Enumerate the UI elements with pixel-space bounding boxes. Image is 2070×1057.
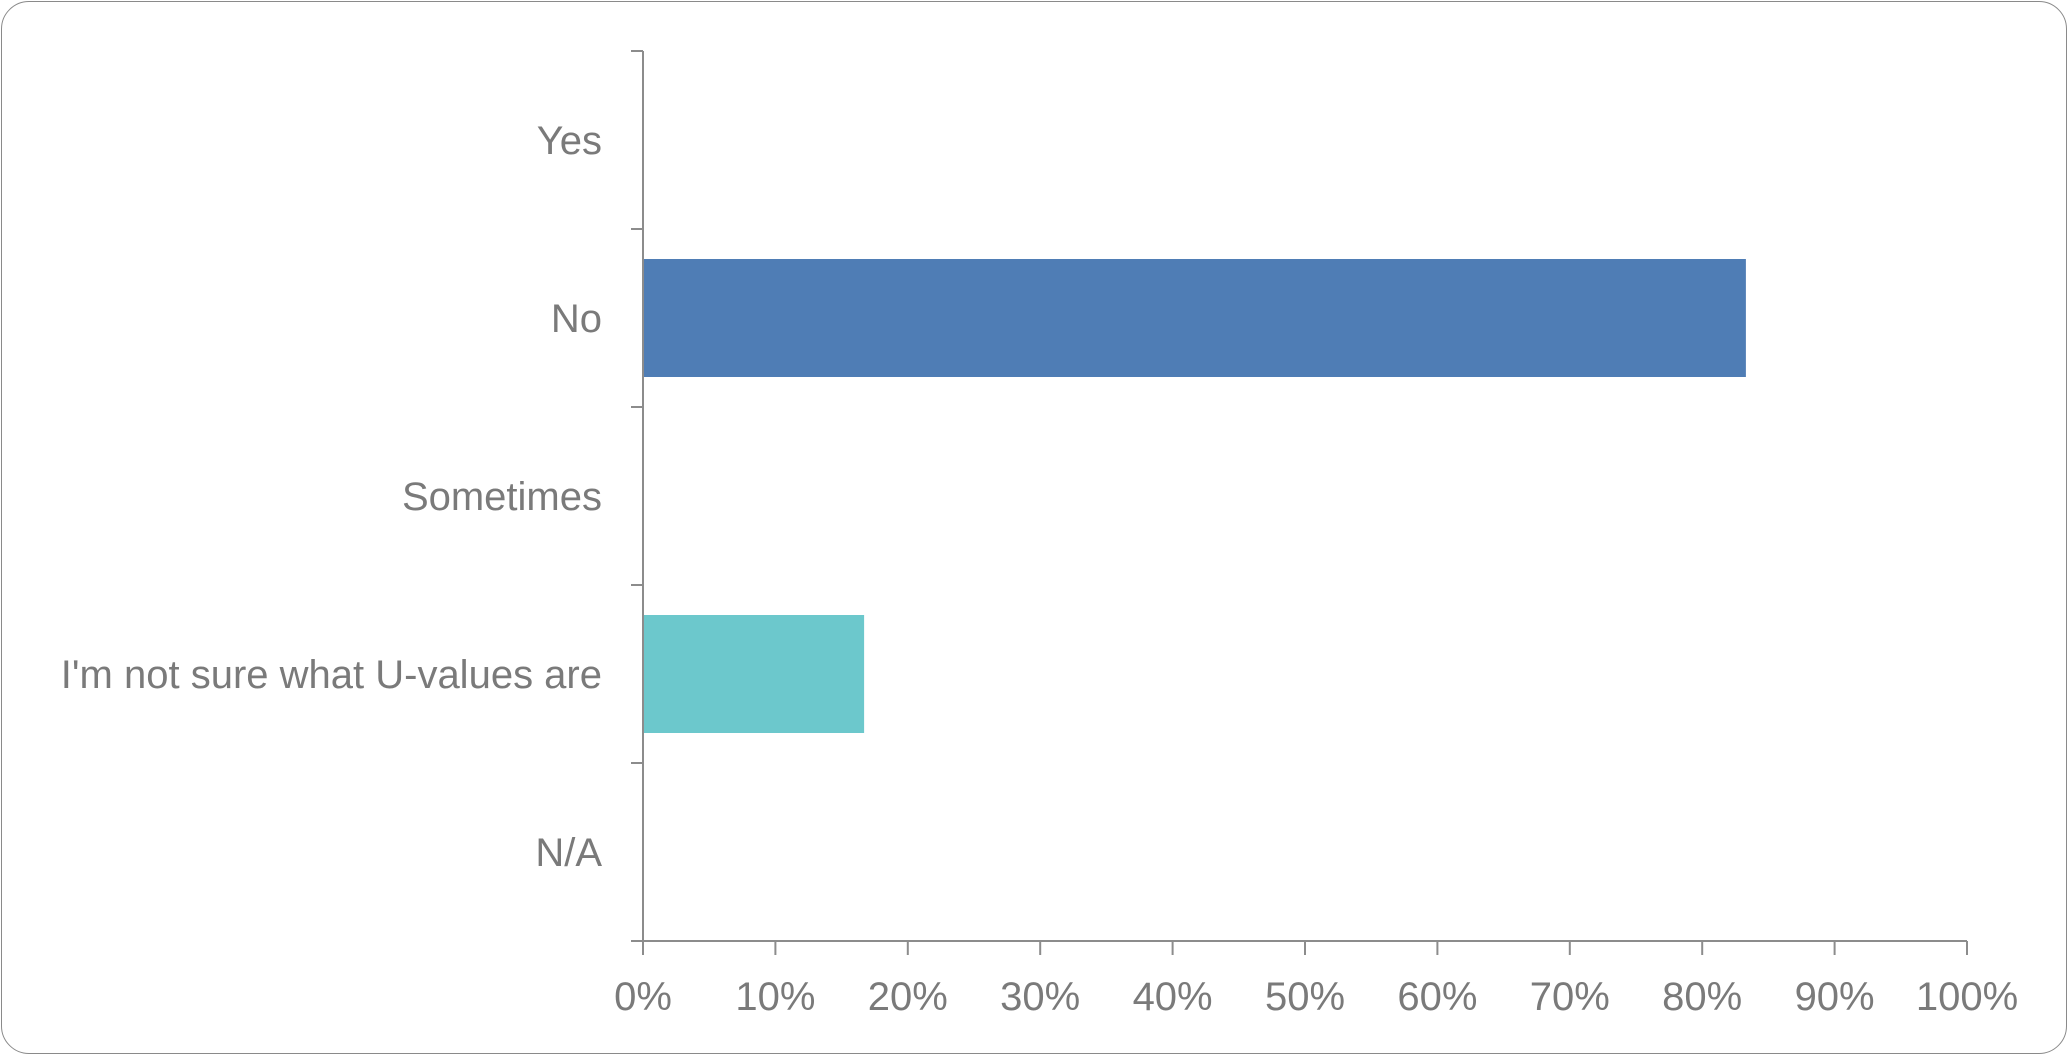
x-tick-label: 40% (1133, 975, 1213, 1019)
category-label-n-a: N/A (535, 831, 602, 875)
bars (643, 259, 1746, 733)
x-tick-label: 20% (868, 975, 948, 1019)
x-tick-label: 60% (1397, 975, 1477, 1019)
bar-no (643, 259, 1746, 377)
bar-i-m-not-sure-what-u-values-are (643, 615, 865, 733)
x-tick-label: 0% (614, 975, 672, 1019)
axes (631, 50, 1968, 955)
x-tick-label: 30% (1000, 975, 1080, 1019)
x-tick-label: 100% (1916, 975, 2018, 1019)
category-label-sometimes: Sometimes (402, 475, 602, 519)
x-tick-label: 70% (1530, 975, 1610, 1019)
x-tick-label: 90% (1795, 975, 1875, 1019)
x-tick-label: 10% (735, 975, 815, 1019)
x-tick-label: 80% (1662, 975, 1742, 1019)
category-label-yes: Yes (537, 119, 602, 163)
category-label-i-m-not-sure-what-u-values-are: I'm not sure what U-values are (61, 653, 602, 697)
labels: Yes No Sometimes I'm not sure what U-values… (61, 119, 2018, 1019)
category-label-no: No (551, 297, 602, 341)
x-tick-label: 50% (1265, 975, 1345, 1019)
